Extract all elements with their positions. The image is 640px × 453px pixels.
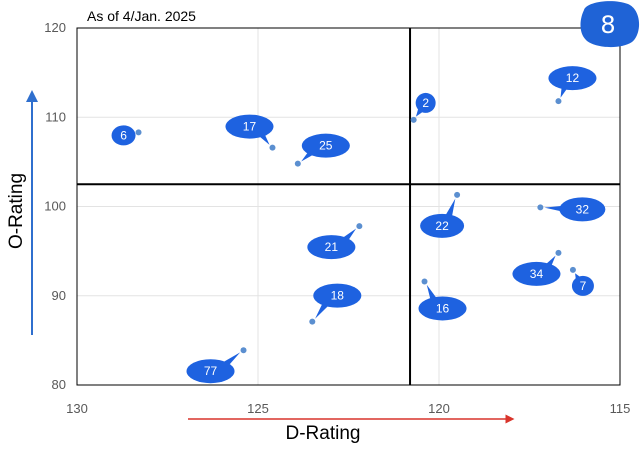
callout-bubble — [301, 133, 350, 158]
callout-bubble — [415, 92, 436, 113]
y-tick-label: 80 — [52, 377, 66, 392]
callout-bubble — [571, 275, 594, 296]
data-point-25: 25 — [294, 133, 350, 167]
y-tick-label: 100 — [44, 199, 66, 214]
x-tick-label: 130 — [66, 401, 88, 416]
point-marker — [569, 266, 576, 273]
data-point-17: 17 — [225, 114, 276, 151]
callout-bubble — [225, 114, 274, 139]
x-tick-label: 115 — [610, 401, 631, 416]
callout-label: 7 — [580, 279, 587, 293]
chart-subtitle: As of 4/Jan. 2025 — [87, 8, 196, 24]
callout-label: 77 — [204, 364, 218, 378]
data-point-21: 21 — [307, 223, 363, 260]
data-point-6: 6 — [111, 125, 142, 146]
data-point-32: 32 — [537, 197, 606, 222]
plot-area-frame — [76, 27, 621, 386]
data-point-18: 18 — [309, 283, 362, 325]
point-marker — [410, 116, 417, 123]
callout-label: 21 — [325, 240, 339, 254]
badge-number: 8 — [600, 11, 615, 39]
y-tick-label: 90 — [52, 288, 66, 303]
data-point-34: 34 — [512, 249, 562, 286]
callout-bubble — [512, 261, 561, 286]
point-marker — [309, 318, 316, 325]
badge: 8 — [580, 1, 640, 48]
callout-bubble — [186, 359, 235, 384]
point-marker — [454, 191, 461, 198]
data-points: 6 17 25 2 12 22 32 21 34 7 16 18 77 — [111, 66, 606, 384]
x-tick-label: 125 — [247, 401, 269, 416]
callout-label: 17 — [243, 120, 257, 134]
callout-bubble — [420, 213, 465, 238]
callout-label: 22 — [435, 219, 449, 233]
callout-bubble — [313, 283, 362, 308]
point-marker — [294, 160, 301, 167]
data-point-12: 12 — [548, 66, 597, 105]
point-marker — [555, 249, 562, 256]
callout-label: 16 — [436, 301, 450, 315]
y-tick-label: 120 — [44, 20, 66, 35]
y-axis-title: O-Rating — [6, 173, 27, 249]
point-marker — [537, 204, 544, 211]
point-marker — [240, 347, 247, 354]
callout-bubble — [559, 197, 606, 222]
callout-bubble — [111, 125, 136, 146]
y-tick-label: 110 — [45, 109, 66, 124]
x-tick-label: 120 — [428, 401, 450, 416]
callout-label: 18 — [331, 289, 345, 303]
callout-label: 32 — [576, 202, 590, 216]
callout-label: 12 — [566, 71, 580, 85]
point-marker — [356, 223, 363, 230]
tick-labels: 130 125 120 115 80 90 100 110 120 — [44, 20, 630, 416]
callout-label: 2 — [422, 96, 429, 110]
point-marker — [421, 278, 428, 285]
callout-bubble — [548, 66, 597, 91]
data-point-2: 2 — [410, 92, 436, 123]
point-marker — [269, 144, 276, 151]
callout-label: 6 — [120, 128, 127, 142]
data-point-16: 16 — [418, 278, 467, 321]
point-marker — [135, 129, 142, 136]
x-axis-title: D-Rating — [286, 423, 361, 444]
callout-bubble — [418, 296, 467, 321]
data-point-77: 77 — [186, 347, 247, 384]
data-point-22: 22 — [420, 191, 465, 238]
callout-label: 25 — [319, 139, 333, 153]
callout-bubble — [307, 235, 356, 260]
data-point-7: 7 — [569, 266, 594, 296]
quadrant-lines — [77, 28, 620, 385]
badge-shape — [580, 1, 640, 48]
point-marker — [555, 98, 562, 105]
callout-label: 34 — [530, 267, 544, 281]
